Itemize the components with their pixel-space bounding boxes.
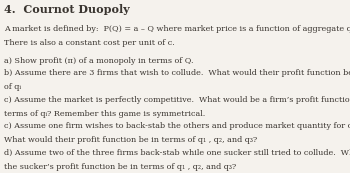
Text: terms of qᵢ? Remember this game is symmetrical.: terms of qᵢ? Remember this game is symme…: [4, 110, 205, 118]
Text: b) Assume there are 3 firms that wish to collude.  What would their profit funct: b) Assume there are 3 firms that wish to…: [4, 69, 350, 77]
Text: a) Show profit (π) of a monopoly in terms of Q.: a) Show profit (π) of a monopoly in term…: [4, 57, 194, 65]
Text: of qᵢ: of qᵢ: [4, 83, 21, 91]
Text: There is also a constant cost per unit of c.: There is also a constant cost per unit o…: [4, 39, 175, 47]
Text: A market is defined by:  P(Q) = a – Q where market price is a function of aggreg: A market is defined by: P(Q) = a – Q whe…: [4, 25, 350, 33]
Text: c) Assume one firm wishes to back-stab the others and produce market quantity fo: c) Assume one firm wishes to back-stab t…: [4, 122, 350, 130]
Text: d) Assume two of the three firms back-stab while one sucker still tried to collu: d) Assume two of the three firms back-st…: [4, 149, 350, 157]
Text: the sucker’s profit function be in terms of q₁ , q₂, and q₃?: the sucker’s profit function be in terms…: [4, 163, 237, 171]
Text: What would their profit function be in terms of q₁ , q₂, and q₃?: What would their profit function be in t…: [4, 136, 258, 144]
Text: 4.  Cournot Duopoly: 4. Cournot Duopoly: [4, 4, 130, 15]
Text: c) Assume the market is perfectly competitive.  What would be a firm’s profit fu: c) Assume the market is perfectly compet…: [4, 96, 350, 104]
